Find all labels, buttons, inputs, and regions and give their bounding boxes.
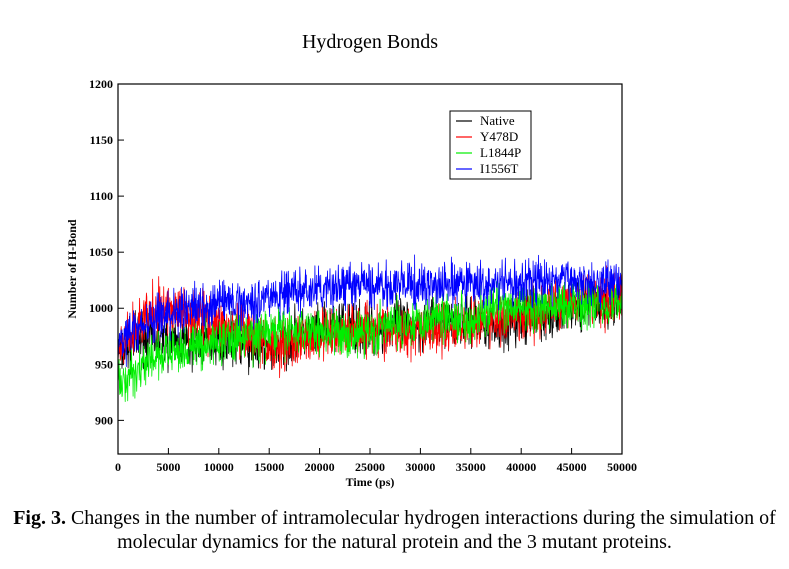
y-tick-label: 1100: [90, 189, 113, 203]
x-tick-label: 40000: [506, 460, 536, 474]
chart-title: Hydrogen Bonds: [302, 31, 438, 53]
y-axis: 900 950 1000 1050 1100 1150 1200: [89, 77, 124, 427]
x-tick-label: 0: [115, 460, 121, 474]
y-tick-label: 950: [95, 357, 113, 371]
figure-caption: Fig. 3. Changes in the number of intramo…: [0, 506, 789, 554]
x-tick-label: 25000: [355, 460, 385, 474]
x-axis: 0 5000 10000 15000 20000 25000 30000 35000 40000…: [115, 448, 637, 474]
caption-label: Fig. 3.: [13, 507, 66, 529]
x-tick-label: 30000: [405, 460, 435, 474]
series-line-i1556t: [117, 254, 623, 367]
y-axis-label: Number of H-Bond: [65, 219, 79, 318]
y-tick-label: 1200: [89, 77, 113, 91]
legend-box: [449, 110, 532, 180]
x-tick-label: 10000: [204, 460, 234, 474]
caption-text: Changes in the number of intramolecular …: [65, 507, 776, 553]
x-tick-label: 35000: [456, 460, 486, 474]
series-layer: [117, 254, 623, 402]
x-tick-label: 5000: [156, 460, 180, 474]
x-tick-label: 15000: [254, 460, 284, 474]
x-axis-label: Time (ps): [346, 475, 395, 489]
y-tick-label: 1000: [89, 301, 113, 315]
x-tick-label: 20000: [305, 460, 335, 474]
series-line-l1844p: [117, 279, 623, 402]
y-tick-label: 1050: [89, 245, 113, 259]
x-tick-label: 50000: [607, 460, 637, 474]
legend-label: L1844P: [480, 145, 521, 160]
legend-label: Y478D: [480, 129, 518, 144]
legend-label: I1556T: [480, 161, 518, 176]
y-tick-label: 900: [95, 413, 113, 427]
legend-label: Native: [480, 113, 515, 128]
y-tick-label: 1150: [90, 133, 113, 147]
chart: Hydrogen Bonds 0 5000 10000 15000 20000 25000…: [65, 31, 637, 489]
x-tick-label: 45000: [557, 460, 587, 474]
